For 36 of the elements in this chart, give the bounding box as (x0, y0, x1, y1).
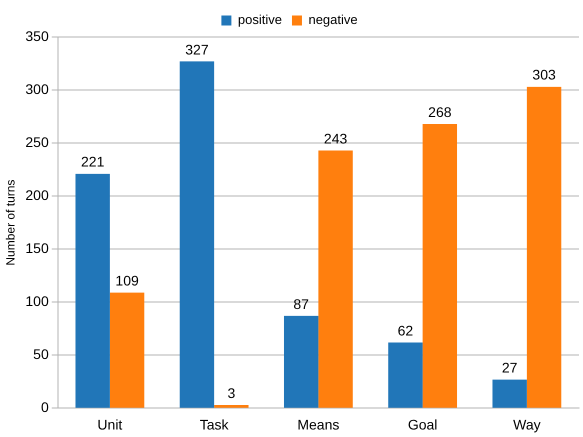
x-tick-label: Task (200, 416, 230, 432)
data-label: 243 (324, 130, 348, 146)
legend-label: positive (238, 12, 282, 28)
data-label: 221 (81, 154, 105, 170)
bar (180, 61, 214, 408)
y-tick-label: 250 (25, 134, 49, 150)
y-tick-label: 150 (25, 240, 49, 256)
data-label: 327 (185, 41, 209, 58)
y-tick-label: 50 (33, 346, 49, 362)
y-tick-label: 200 (25, 186, 49, 203)
bar (284, 316, 318, 408)
y-tick-label: 350 (25, 28, 49, 44)
y-tick-label: 300 (25, 80, 49, 97)
y-axis-title: Number of turns (4, 180, 18, 266)
bar (75, 174, 110, 408)
data-label: 87 (293, 296, 310, 312)
bar (110, 292, 144, 408)
data-label: 62 (398, 322, 414, 338)
x-tick-label: Goal (408, 416, 438, 432)
data-label: 27 (502, 359, 518, 376)
bar (214, 405, 249, 408)
bar (492, 380, 527, 408)
data-label: 3 (227, 384, 236, 401)
x-tick-label: Means (297, 416, 340, 432)
data-label: 109 (115, 272, 139, 288)
y-tick-label: 0 (40, 399, 49, 416)
bar (388, 342, 423, 408)
x-tick-label: Unit (97, 416, 122, 432)
bar (318, 150, 353, 408)
data-label: 268 (428, 104, 452, 120)
legend-label: negative (308, 12, 358, 28)
bar (526, 86, 562, 408)
data-label: 303 (532, 66, 556, 83)
y-tick-label: 100 (25, 293, 49, 309)
bar (422, 124, 458, 408)
x-tick-label: Way (513, 416, 541, 432)
